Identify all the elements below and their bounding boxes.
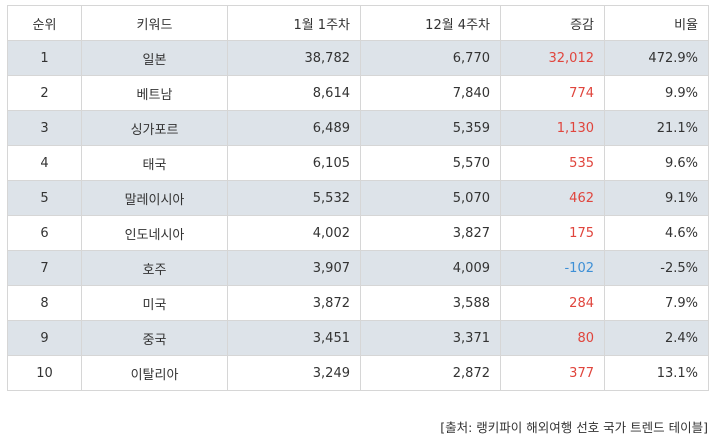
table-row: 5 말레이시아 5,532 5,070 462 9.1% — [7, 180, 709, 216]
table-row: 2 베트남 8,614 7,840 774 9.9% — [7, 75, 709, 111]
header-keyword: 키워드 — [81, 5, 228, 41]
cell-keyword: 호주 — [81, 250, 228, 286]
cell-keyword: 인도네시아 — [81, 215, 228, 251]
table-row: 10 이탈리아 3,249 2,872 377 13.1% — [7, 355, 709, 391]
cell-keyword: 미국 — [81, 285, 228, 321]
cell-week1: 5,532 — [227, 180, 361, 216]
cell-week1: 6,105 — [227, 145, 361, 181]
header-rank: 순위 — [7, 5, 82, 41]
table-row: 4 태국 6,105 5,570 535 9.6% — [7, 145, 709, 181]
cell-week2: 3,371 — [360, 320, 501, 356]
cell-ratio: 2.4% — [604, 320, 709, 356]
header-ratio: 비율 — [604, 5, 709, 41]
ranking-table: 순위 키워드 1월 1주차 12월 4주차 증감 비율 1 일본 38,782 6,7… — [7, 5, 709, 391]
cell-week2: 7,840 — [360, 75, 501, 111]
cell-rank: 1 — [7, 40, 82, 76]
cell-week2: 6,770 — [360, 40, 501, 76]
table-header-row: 순위 키워드 1월 1주차 12월 4주차 증감 비율 — [7, 5, 709, 41]
cell-week1: 3,907 — [227, 250, 361, 286]
cell-keyword: 말레이시아 — [81, 180, 228, 216]
cell-ratio: 9.1% — [604, 180, 709, 216]
cell-rank: 2 — [7, 75, 82, 111]
cell-change: 462 — [500, 180, 605, 216]
cell-week1: 3,451 — [227, 320, 361, 356]
cell-rank: 8 — [7, 285, 82, 321]
cell-ratio: -2.5% — [604, 250, 709, 286]
cell-change: 1,130 — [500, 110, 605, 146]
cell-ratio: 9.9% — [604, 75, 709, 111]
cell-ratio: 4.6% — [604, 215, 709, 251]
cell-keyword: 이탈리아 — [81, 355, 228, 391]
cell-week2: 5,359 — [360, 110, 501, 146]
cell-change: 175 — [500, 215, 605, 251]
cell-keyword: 태국 — [81, 145, 228, 181]
ranking-table-container: 순위 키워드 1월 1주차 12월 4주차 증감 비율 1 일본 38,782 6,7… — [7, 5, 709, 391]
cell-week2: 3,588 — [360, 285, 501, 321]
header-week1: 1월 1주차 — [227, 5, 361, 41]
cell-rank: 3 — [7, 110, 82, 146]
cell-week1: 3,872 — [227, 285, 361, 321]
cell-rank: 10 — [7, 355, 82, 391]
cell-week2: 3,827 — [360, 215, 501, 251]
table-row: 3 싱가포르 6,489 5,359 1,130 21.1% — [7, 110, 709, 146]
cell-ratio: 7.9% — [604, 285, 709, 321]
cell-week1: 8,614 — [227, 75, 361, 111]
cell-week1: 4,002 — [227, 215, 361, 251]
cell-rank: 5 — [7, 180, 82, 216]
table-row: 8 미국 3,872 3,588 284 7.9% — [7, 285, 709, 321]
header-change: 증감 — [500, 5, 605, 41]
cell-keyword: 중국 — [81, 320, 228, 356]
cell-keyword: 베트남 — [81, 75, 228, 111]
cell-change: 284 — [500, 285, 605, 321]
cell-week1: 38,782 — [227, 40, 361, 76]
cell-week2: 2,872 — [360, 355, 501, 391]
cell-week1: 6,489 — [227, 110, 361, 146]
cell-week1: 3,249 — [227, 355, 361, 391]
table-row: 6 인도네시아 4,002 3,827 175 4.6% — [7, 215, 709, 251]
table-row: 7 호주 3,907 4,009 -102 -2.5% — [7, 250, 709, 286]
cell-change: 32,012 — [500, 40, 605, 76]
cell-ratio: 9.6% — [604, 145, 709, 181]
cell-rank: 4 — [7, 145, 82, 181]
cell-rank: 7 — [7, 250, 82, 286]
cell-change: 535 — [500, 145, 605, 181]
cell-keyword: 일본 — [81, 40, 228, 76]
cell-ratio: 13.1% — [604, 355, 709, 391]
cell-rank: 9 — [7, 320, 82, 356]
cell-ratio: 21.1% — [604, 110, 709, 146]
cell-week2: 5,070 — [360, 180, 501, 216]
cell-change: -102 — [500, 250, 605, 286]
cell-keyword: 싱가포르 — [81, 110, 228, 146]
cell-week2: 5,570 — [360, 145, 501, 181]
source-caption: [출처: 랭키파이 해외여행 선호 국가 트렌드 테이블] — [440, 420, 708, 435]
cell-change: 80 — [500, 320, 605, 356]
table-row: 1 일본 38,782 6,770 32,012 472.9% — [7, 40, 709, 76]
header-week2: 12월 4주차 — [360, 5, 501, 41]
cell-ratio: 472.9% — [604, 40, 709, 76]
cell-rank: 6 — [7, 215, 82, 251]
cell-week2: 4,009 — [360, 250, 501, 286]
table-body: 1 일본 38,782 6,770 32,012 472.9% 2 베트남 8,614 7,840… — [7, 40, 709, 391]
cell-change: 774 — [500, 75, 605, 111]
cell-change: 377 — [500, 355, 605, 391]
table-row: 9 중국 3,451 3,371 80 2.4% — [7, 320, 709, 356]
